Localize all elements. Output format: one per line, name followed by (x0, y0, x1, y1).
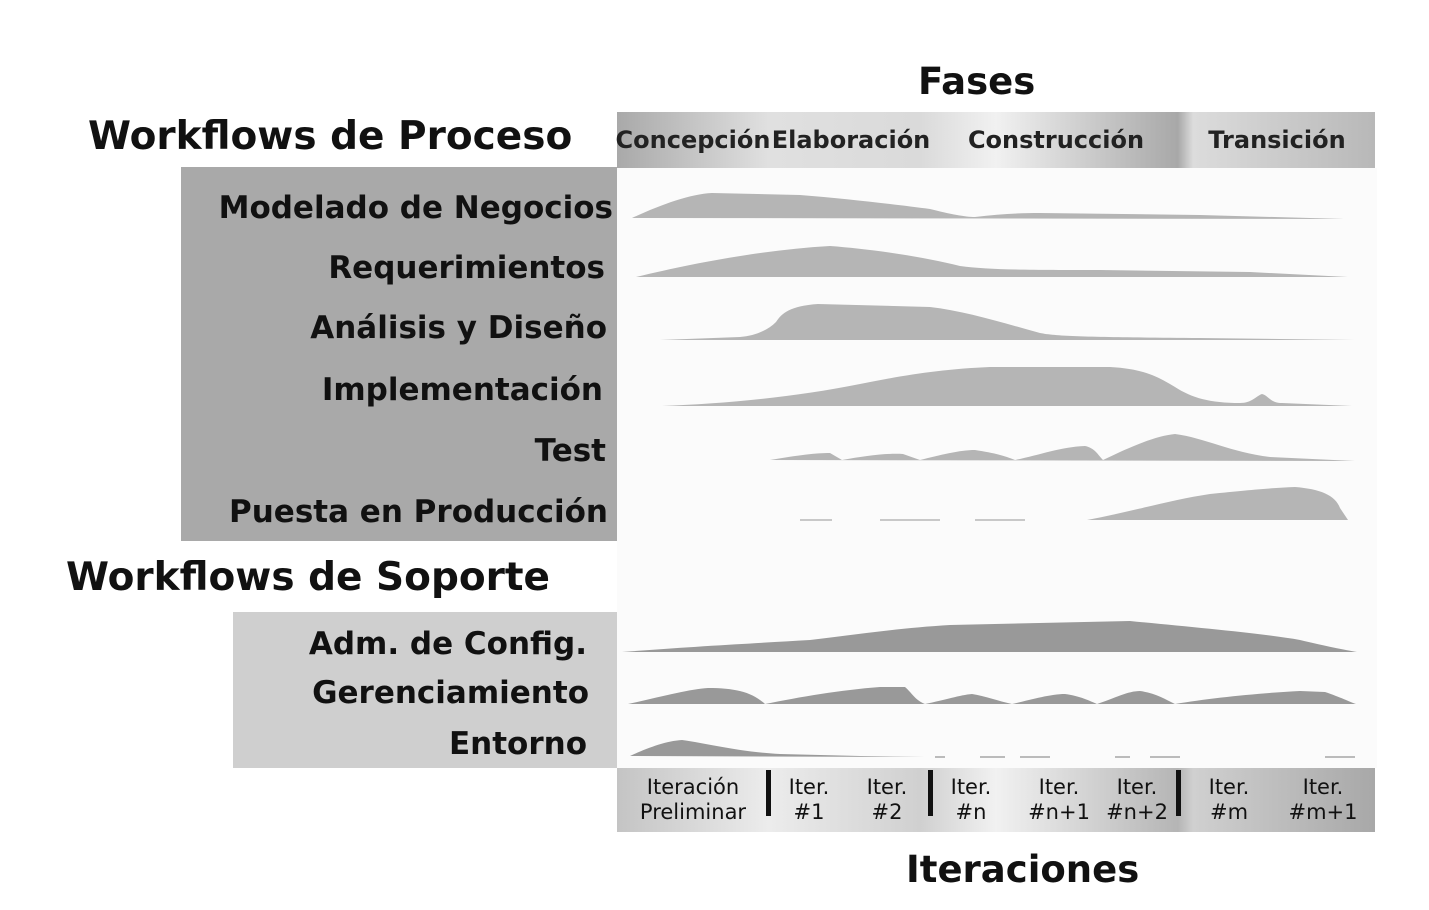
workflow-label-analisis: Análisis y Diseño (310, 310, 607, 346)
iteration-n-plus-2: Iter. #n+2 (1103, 768, 1171, 832)
workflow-label-implementacion: Implementación (321, 372, 603, 408)
phase-elaboracion: Elaboración (771, 126, 931, 154)
iterations-title: Iteraciones (906, 848, 1140, 891)
iteration-line1: Iter. (950, 775, 992, 799)
workflow-label-gerenciamiento: Gerenciamiento (312, 675, 589, 711)
iteration-preliminar: Iteración Preliminar (625, 768, 761, 832)
phases-title: Fases (918, 60, 1036, 103)
phase-concepcion: Concepción (615, 126, 771, 154)
iteration-line1: Iter. (788, 775, 830, 799)
support-workflows-title: Workflows de Soporte (66, 555, 550, 600)
process-workflows-title: Workflows de Proceso (88, 114, 573, 159)
iteration-line1: Iter. (1302, 775, 1344, 799)
iteration-line1: Iter. (866, 775, 908, 799)
workflow-label-config: Adm. de Config. (308, 626, 587, 662)
iteration-m-plus-1: Iter. #m+1 (1283, 768, 1363, 832)
phase-construccion: Construcción (967, 126, 1145, 154)
iteration-n-plus-1: Iter. #n+1 (1025, 768, 1093, 832)
hump-config (622, 621, 1357, 652)
iteration-separator (928, 770, 933, 816)
hump-implementacion (662, 367, 1352, 406)
hump-requerimientos (636, 246, 1348, 277)
iteration-line1: Iter. (1038, 775, 1080, 799)
iteration-line2: #1 (793, 800, 825, 824)
workflow-label-entorno: Entorno (448, 726, 587, 762)
phases-bar: Concepción Elaboración Construcción Tran… (615, 112, 1375, 168)
workflow-label-test: Test (534, 433, 606, 469)
iteration-separator (766, 770, 771, 816)
iteration-1: Iter. #1 (779, 768, 839, 832)
iteration-line2: #n+2 (1106, 800, 1168, 824)
iteration-separator (1176, 770, 1181, 816)
iteration-line1: Iter. (1208, 775, 1250, 799)
workflow-humps (617, 168, 1377, 768)
hump-gerenciamiento (628, 687, 1356, 704)
iteration-line2: #n (955, 800, 987, 824)
iteration-line2: #2 (871, 800, 903, 824)
iteration-n: Iter. #n (941, 768, 1001, 832)
support-workflows-panel: Adm. de Config. Gerenciamiento Entorno (233, 612, 617, 768)
iteration-line2: #m+1 (1288, 800, 1358, 824)
iteration-2: Iter. #2 (857, 768, 917, 832)
iteration-line2: Preliminar (639, 800, 747, 824)
phase-transicion: Transición (1208, 126, 1346, 154)
hump-modelado (632, 193, 1345, 219)
iteration-line2: #m (1209, 800, 1249, 824)
workflow-label-puesta: Puesta en Producción (229, 494, 608, 530)
hump-puesta (1087, 487, 1348, 520)
iteration-line2: #n+1 (1028, 800, 1090, 824)
workflow-label-requerimientos: Requerimientos (328, 250, 605, 286)
hump-analisis (660, 304, 1355, 340)
iteration-line1: Iteración (646, 775, 740, 799)
hump-entorno (630, 740, 925, 757)
iteration-line1: Iter. (1116, 775, 1158, 799)
workflow-label-modelado: Modelado de Negocios (218, 190, 613, 226)
iterations-bar: Iteración Preliminar Iter. #1 Iter. #2 I… (617, 768, 1375, 832)
iteration-m: Iter. #m (1195, 768, 1263, 832)
process-workflows-panel: Modelado de Negocios Requerimientos Anál… (181, 167, 617, 541)
hump-test (770, 434, 1355, 461)
